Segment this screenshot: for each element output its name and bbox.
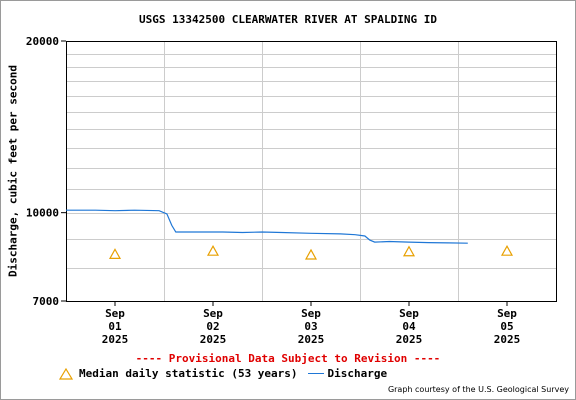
- legend: Median daily statistic (53 years) Discha…: [59, 367, 387, 380]
- plot-border: [66, 41, 557, 302]
- x-tick-label: 03: [304, 320, 317, 333]
- x-tick-label: Sep: [105, 307, 125, 320]
- discharge-line: [66, 209, 468, 244]
- x-tick-label: Sep: [399, 307, 419, 320]
- legend-median-label: Median daily statistic (53 years): [79, 367, 298, 380]
- x-tick-label: Sep: [203, 307, 223, 320]
- x-tick-label: 2025: [298, 333, 325, 346]
- median-marker: [108, 248, 122, 259]
- y-tick-label: 10000: [26, 207, 59, 220]
- x-tick-label: 01: [108, 320, 122, 333]
- median-marker: [206, 244, 220, 256]
- median-triangle-icon: [59, 367, 73, 380]
- median-marker: [304, 248, 318, 260]
- x-tick-label: 2025: [396, 333, 423, 346]
- x-tick-label: Sep: [497, 307, 517, 320]
- y-tick-label: 20000: [26, 35, 59, 48]
- legend-discharge-label: Discharge: [327, 367, 388, 380]
- x-tick-label: 05: [500, 320, 513, 333]
- median-marker: [500, 244, 514, 256]
- x-tick-label: 2025: [102, 333, 129, 346]
- y-tick-label: 7000: [33, 295, 60, 308]
- x-tick-label: 2025: [494, 333, 521, 346]
- median-marker: [402, 245, 416, 257]
- provisional-note: ---- Provisional Data Subject to Revisio…: [135, 352, 441, 365]
- x-tick-label: 2025: [200, 333, 227, 346]
- discharge-line-icon: [307, 373, 324, 374]
- x-tick-label: 02: [206, 320, 219, 333]
- credit-text: Graph courtesy of the U.S. Geological Su…: [387, 385, 569, 394]
- chart-title: USGS 13342500 CLEARWATER RIVER AT SPALDI…: [138, 13, 437, 26]
- x-tick-label: 04: [402, 320, 416, 333]
- x-tick-label: Sep: [301, 307, 321, 320]
